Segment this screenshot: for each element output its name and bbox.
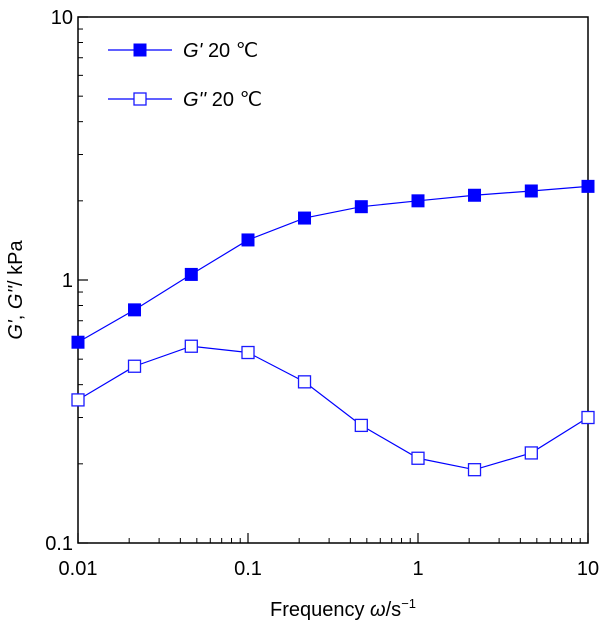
legend-label-g-prime: G' 20 ℃: [183, 40, 258, 62]
series-g-double-prime: [71, 339, 595, 477]
plot-axes: 0.01 0.1 1 10 0.1 1 10: [45, 7, 599, 580]
data-point-g-prime: [241, 233, 255, 247]
data-point-g-double-prime: [581, 410, 595, 425]
data-point-g-prime: [411, 194, 425, 208]
data-point-g-double-prime: [524, 446, 538, 460]
x-tick-label: 0.01: [59, 558, 98, 580]
y-tick-label: 10: [51, 7, 73, 29]
y-tick-label: 1: [62, 270, 73, 292]
x-axis-title: Frequency ω/s−1: [270, 596, 416, 621]
x-tick-label: 10: [577, 558, 599, 580]
data-point-g-prime: [71, 335, 85, 349]
series-layer: [71, 179, 595, 477]
series-line-g-double-prime: [77, 345, 589, 471]
data-point-g-double-prime: [467, 463, 482, 477]
data-point-g-prime: [298, 211, 312, 225]
y-tick-label: 0.1: [45, 533, 73, 555]
data-point-g-double-prime: [71, 393, 85, 407]
legend: G' 20 ℃ G'' 20 ℃: [108, 40, 262, 111]
data-point-g-prime: [184, 267, 198, 281]
data-point-g-prime: [128, 303, 142, 317]
data-point-g-prime: [468, 188, 482, 202]
data-point-g-prime: [524, 184, 538, 198]
data-point-g-double-prime: [411, 451, 425, 465]
legend-marker-g-prime: [133, 43, 147, 57]
x-tick-label: 0.1: [234, 558, 262, 580]
legend-marker-g-double-prime: [133, 92, 147, 106]
data-point-g-double-prime: [127, 359, 142, 373]
data-point-g-double-prime: [241, 345, 255, 360]
legend-label-g-double-prime: G'' 20 ℃: [183, 89, 262, 111]
data-point-g-prime: [581, 179, 595, 193]
data-point-g-prime: [354, 200, 368, 214]
data-point-g-double-prime: [354, 418, 368, 433]
x-tick-label: 1: [412, 558, 423, 580]
series-g-prime: [71, 179, 595, 349]
data-point-g-double-prime: [184, 339, 198, 353]
data-point-g-double-prime: [297, 375, 312, 389]
series-line-g-prime: [77, 185, 589, 343]
plot-frame: [77, 16, 589, 544]
y-axis-title: G', G''/ kPa: [5, 239, 27, 339]
